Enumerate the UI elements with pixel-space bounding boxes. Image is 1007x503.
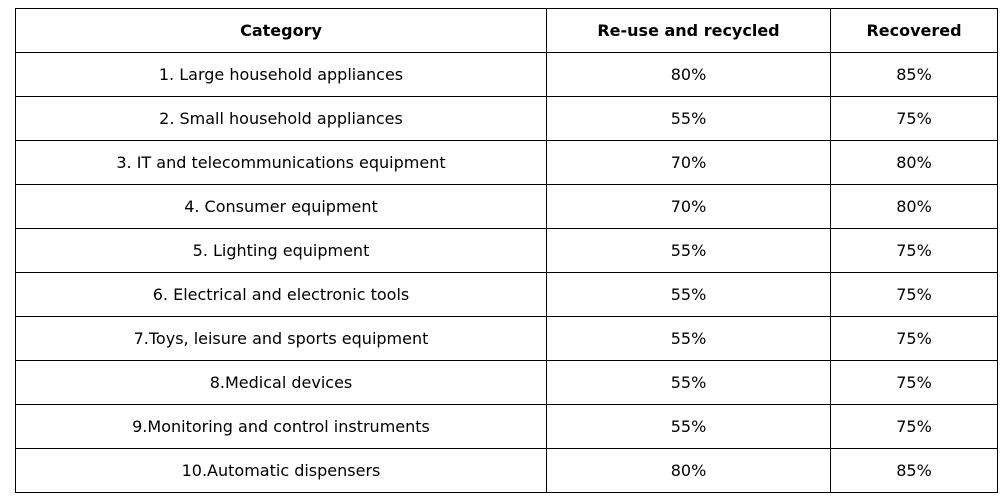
recovered-cell: 85% xyxy=(830,52,998,97)
table-row: 3. IT and telecommunications equipment 7… xyxy=(15,140,998,185)
table-row: 6. Electrical and electronic tools 55% 7… xyxy=(15,272,998,317)
category-cell: 3. IT and telecommunications equipment xyxy=(15,140,547,185)
table-row: 1. Large household appliances 80% 85% xyxy=(15,52,998,97)
recovered-cell: 75% xyxy=(830,96,998,141)
table-row: 5. Lighting equipment 55% 75% xyxy=(15,228,998,273)
category-cell: 10.Automatic dispensers xyxy=(15,448,547,493)
table-row: 9.Monitoring and control instruments 55%… xyxy=(15,404,998,449)
header-reuse-recycled: Re-use and recycled xyxy=(546,8,831,53)
recovered-cell: 75% xyxy=(830,228,998,273)
header-row: Category Re-use and recycled Recovered xyxy=(15,8,998,53)
recycling-targets-table: Category Re-use and recycled Recovered 1… xyxy=(15,8,998,493)
reuse-cell: 55% xyxy=(546,96,831,141)
category-cell: 8.Medical devices xyxy=(15,360,547,405)
recovered-cell: 80% xyxy=(830,140,998,185)
table-container: Category Re-use and recycled Recovered 1… xyxy=(15,8,998,493)
header-category: Category xyxy=(15,8,547,53)
reuse-cell: 80% xyxy=(546,52,831,97)
category-cell: 9.Monitoring and control instruments xyxy=(15,404,547,449)
recovered-cell: 75% xyxy=(830,404,998,449)
category-cell: 5. Lighting equipment xyxy=(15,228,547,273)
table-row: 4. Consumer equipment 70% 80% xyxy=(15,184,998,229)
recovered-cell: 75% xyxy=(830,360,998,405)
category-cell: 1. Large household appliances xyxy=(15,52,547,97)
reuse-cell: 80% xyxy=(546,448,831,493)
reuse-cell: 70% xyxy=(546,184,831,229)
recovered-cell: 75% xyxy=(830,272,998,317)
reuse-cell: 55% xyxy=(546,228,831,273)
reuse-cell: 55% xyxy=(546,404,831,449)
header-recovered: Recovered xyxy=(830,8,998,53)
reuse-cell: 55% xyxy=(546,360,831,405)
category-cell: 7.Toys, leisure and sports equipment xyxy=(15,316,547,361)
reuse-cell: 55% xyxy=(546,272,831,317)
category-cell: 2. Small household appliances xyxy=(15,96,547,141)
recovered-cell: 80% xyxy=(830,184,998,229)
table-row: 8.Medical devices 55% 75% xyxy=(15,360,998,405)
table-row: 2. Small household appliances 55% 75% xyxy=(15,96,998,141)
category-cell: 4. Consumer equipment xyxy=(15,184,547,229)
reuse-cell: 70% xyxy=(546,140,831,185)
category-cell: 6. Electrical and electronic tools xyxy=(15,272,547,317)
recovered-cell: 75% xyxy=(830,316,998,361)
reuse-cell: 55% xyxy=(546,316,831,361)
table-row: 7.Toys, leisure and sports equipment 55%… xyxy=(15,316,998,361)
table-row: 10.Automatic dispensers 80% 85% xyxy=(15,448,998,493)
recovered-cell: 85% xyxy=(830,448,998,493)
